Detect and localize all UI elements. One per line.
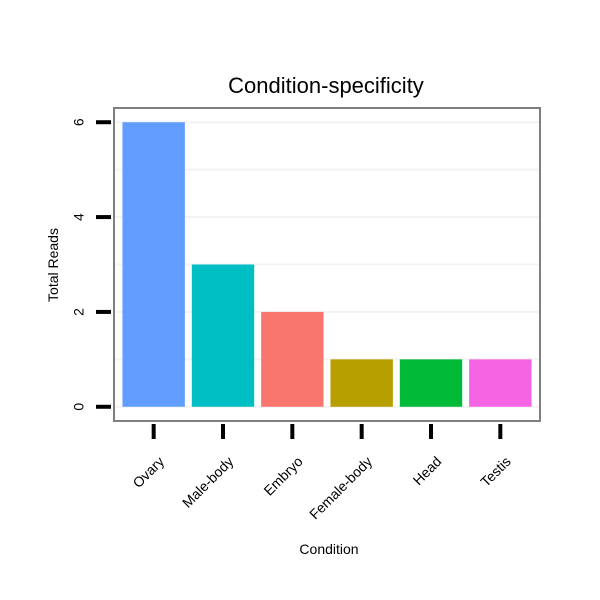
- y-axis: 0 2 4 6: [71, 118, 111, 411]
- y-tick-label: 4: [71, 213, 87, 221]
- bar-male-body: [191, 264, 255, 407]
- x-axis-title: Condition: [299, 541, 358, 557]
- bar-head: [399, 359, 463, 407]
- chart-title: Condition-specificity: [228, 73, 424, 98]
- y-tick-label: 6: [71, 118, 87, 126]
- plot-panel: [113, 107, 541, 422]
- plot-border: [113, 107, 541, 422]
- bar-female-body: [330, 359, 393, 407]
- bar-ovary: [122, 122, 185, 407]
- y-tick-label: 0: [71, 403, 87, 411]
- grid-lines: [114, 121, 540, 408]
- y-axis-title: Total Reads: [45, 228, 61, 302]
- y-tick-label: 2: [71, 308, 87, 316]
- bars: [122, 122, 532, 407]
- bar-embryo: [261, 311, 324, 407]
- bar-testis: [469, 359, 532, 407]
